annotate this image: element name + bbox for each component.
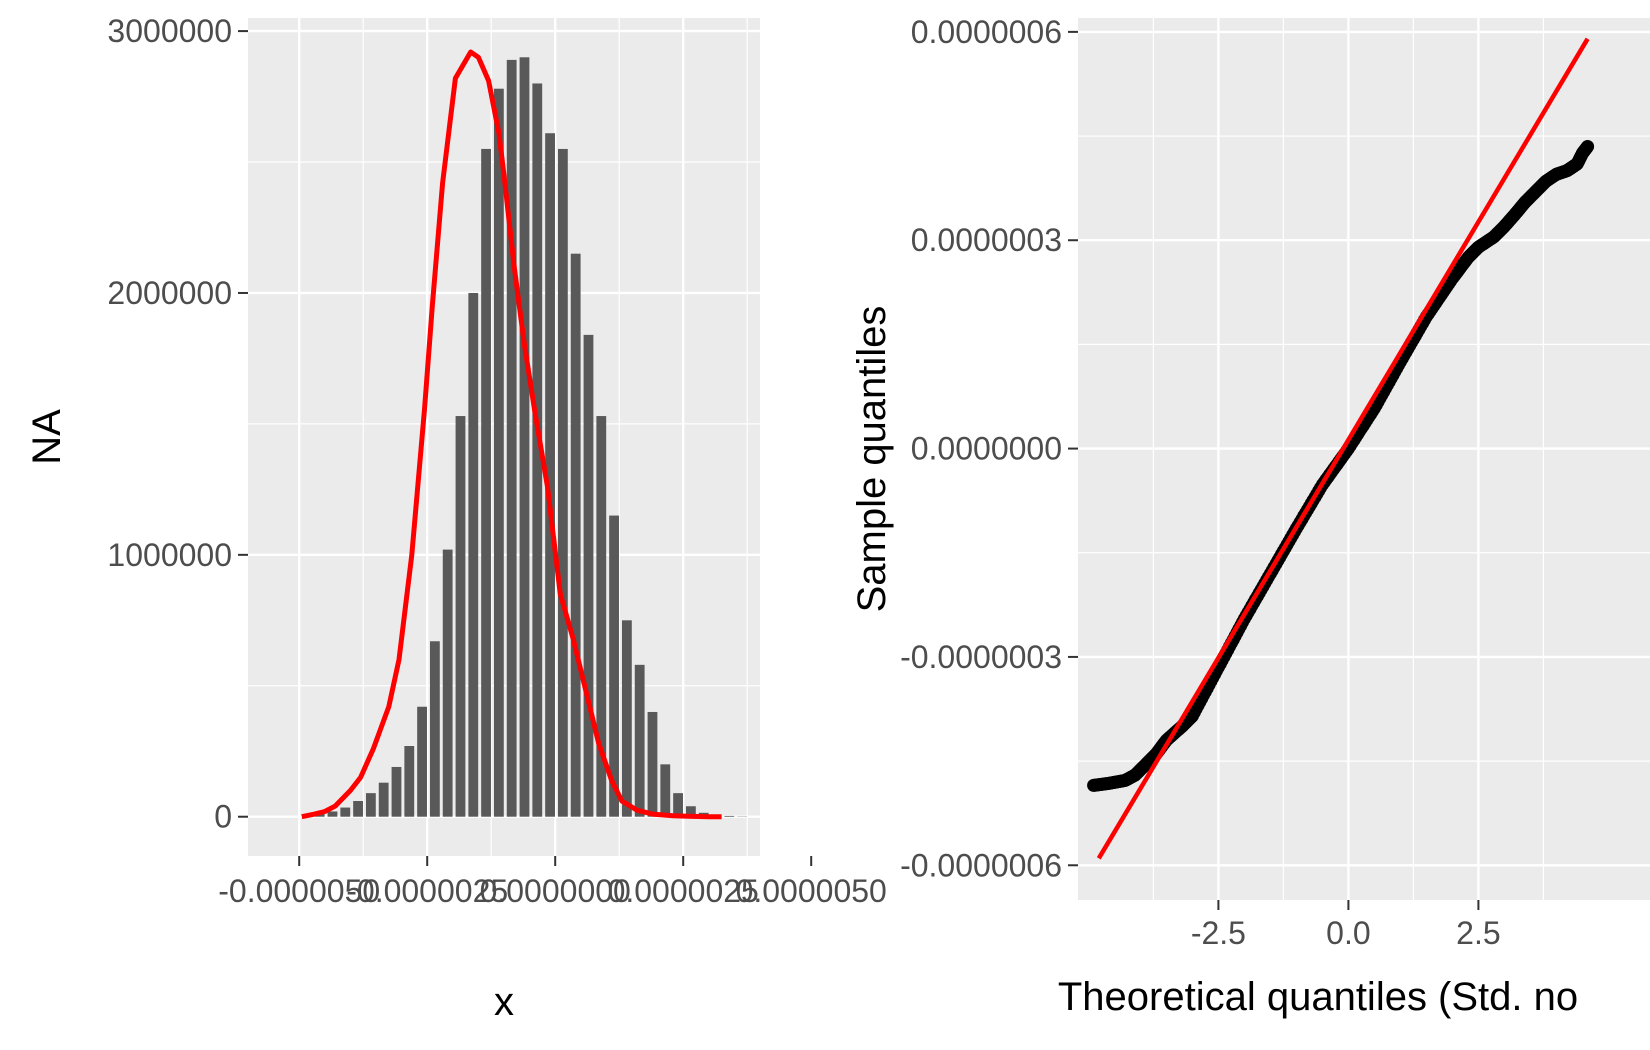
histogram-bar — [353, 801, 363, 817]
histogram-bar — [519, 57, 530, 817]
qq-point — [1581, 140, 1595, 153]
histogram-y-ticks: 0 1000000 2000000 3000000 — [107, 13, 248, 835]
histogram-bar — [327, 811, 338, 817]
y-tick-label: 0.0000006 — [911, 14, 1062, 50]
qq-panel-background — [1078, 18, 1650, 900]
histogram-x-ticks: -0.0000050-0.00000250.00000000.00000250.… — [218, 856, 887, 909]
x-tick-label: 0.0 — [1326, 915, 1370, 951]
y-tick-label: 0.0000000 — [911, 431, 1062, 467]
qq-x-ticks: -2.5 0.0 2.5 — [1191, 900, 1501, 951]
histogram-y-axis-title: NA — [25, 409, 69, 465]
y-tick-label: 1000000 — [107, 537, 232, 573]
histogram-bar — [506, 59, 517, 817]
x-tick-label: -0.0000050 — [218, 873, 380, 909]
histogram-bar — [365, 793, 376, 817]
x-tick-label: -0.0000025 — [346, 873, 508, 909]
histogram-bar — [429, 641, 440, 817]
histogram-gridlines — [248, 18, 813, 856]
qq-plot-panel: -0.0000006 -0.0000003 0.0000000 0.0000003 0.… — [850, 14, 1650, 1019]
histogram-bar — [673, 793, 683, 817]
histogram-bar — [570, 253, 581, 817]
histogram-bar — [685, 806, 696, 817]
x-tick-label: -2.5 — [1191, 915, 1246, 951]
histogram-bar — [596, 416, 607, 817]
histogram-bar — [621, 620, 632, 817]
histogram-bar — [634, 664, 645, 817]
histogram-bar — [314, 814, 325, 817]
y-tick-label: 2000000 — [107, 275, 232, 311]
y-tick-label: -0.0000006 — [900, 847, 1062, 883]
density-line — [301, 49, 722, 820]
y-tick-label: 3000000 — [107, 13, 232, 49]
histogram-bar — [647, 711, 658, 817]
histogram-panel: 0 1000000 2000000 3000000 -0.0000050-0.0000… — [25, 13, 887, 1024]
histogram-bar — [532, 83, 543, 817]
histogram-bar — [340, 807, 351, 817]
histogram-bar — [391, 766, 402, 817]
histogram-bar — [545, 133, 555, 817]
histogram-bars — [314, 57, 747, 817]
histogram-bar — [724, 815, 735, 817]
histogram-bar — [481, 148, 491, 817]
histogram-x-axis-title: x — [494, 980, 514, 1024]
histogram-bar — [493, 88, 504, 817]
x-tick-label: 0.0000050 — [736, 873, 887, 909]
qq-y-axis-title: Sample quantiles — [850, 306, 894, 613]
histogram-bar — [557, 148, 568, 817]
x-tick-label: 0.0000025 — [608, 873, 759, 909]
qq-x-axis-title: Theoretical quantiles (Std. no — [1058, 975, 1578, 1019]
histogram-bar — [468, 292, 479, 817]
x-tick-label: 0.0000000 — [480, 873, 631, 909]
histogram-bar — [583, 334, 594, 817]
histogram-bar — [404, 746, 415, 817]
histogram-bar — [378, 782, 389, 817]
y-tick-label: 0 — [214, 799, 232, 835]
histogram-bar — [442, 549, 453, 817]
histogram-bar — [417, 706, 427, 817]
histogram-bar — [455, 416, 466, 817]
y-tick-label: 0.0000003 — [911, 222, 1062, 258]
x-tick-label: 2.5 — [1456, 915, 1500, 951]
histogram-bar — [660, 764, 671, 817]
y-tick-label: -0.0000003 — [900, 639, 1062, 675]
qq-y-ticks: -0.0000006 -0.0000003 0.0000000 0.0000003 0.… — [900, 14, 1078, 883]
histogram-bar — [609, 515, 619, 817]
qq-reference-line — [1096, 37, 1590, 860]
